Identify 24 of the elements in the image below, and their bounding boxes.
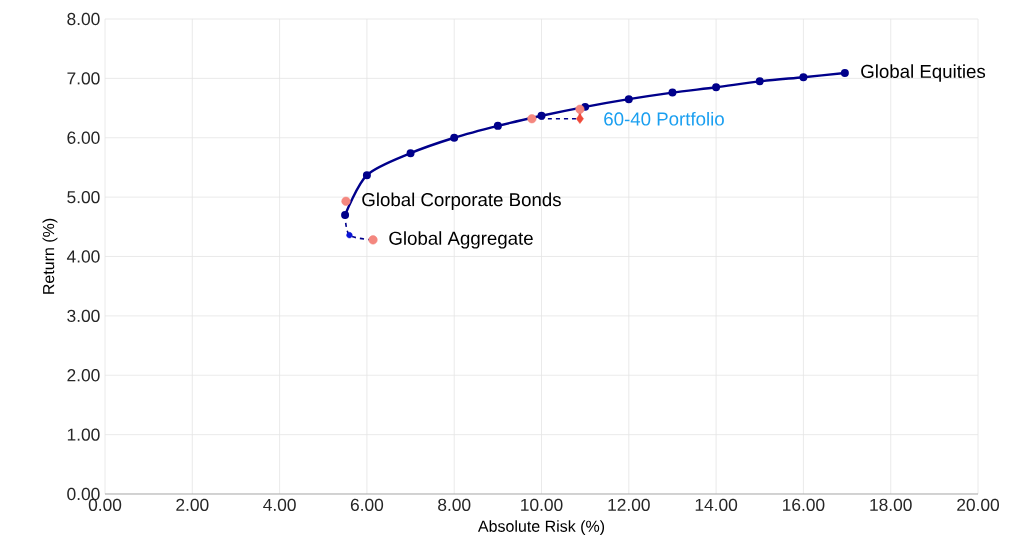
y-tick-label: 6.00 bbox=[67, 131, 100, 144]
y-tick-label: 2.00 bbox=[67, 369, 100, 382]
x-tick-label: 16.00 bbox=[783, 498, 825, 511]
annotation: 60-40 Portfolio bbox=[604, 111, 724, 126]
x-tick-label: 14.00 bbox=[695, 498, 738, 511]
x-tick-label: 2.00 bbox=[176, 498, 209, 511]
x-tick-label: 8.00 bbox=[438, 498, 471, 511]
x-tick-label: 10.00 bbox=[521, 498, 563, 511]
annotation: Global Corporate Bonds bbox=[362, 192, 561, 210]
y-tick-label: 7.00 bbox=[67, 72, 100, 85]
y-axis-title: Return (%) bbox=[42, 218, 58, 294]
x-tick-label: 6.00 bbox=[350, 498, 384, 511]
x-tick-label: 4.00 bbox=[263, 498, 296, 511]
y-tick-label: 5.00 bbox=[67, 190, 100, 204]
x-axis-title: Absolute Risk (%) bbox=[477, 520, 605, 536]
y-tick-label: 4.00 bbox=[66, 250, 100, 263]
x-tick-label: 12.00 bbox=[608, 498, 650, 511]
y-tick-label: 3.00 bbox=[67, 309, 100, 323]
y-tick-label: 8.00 bbox=[67, 12, 100, 26]
x-tick-label: 18.00 bbox=[870, 498, 912, 511]
annotation: Global Aggregate bbox=[389, 231, 533, 249]
x-tick-label: 20.00 bbox=[957, 498, 1000, 511]
annotation: Global Equities bbox=[861, 64, 986, 82]
y-tick-label: 1.00 bbox=[67, 428, 100, 441]
